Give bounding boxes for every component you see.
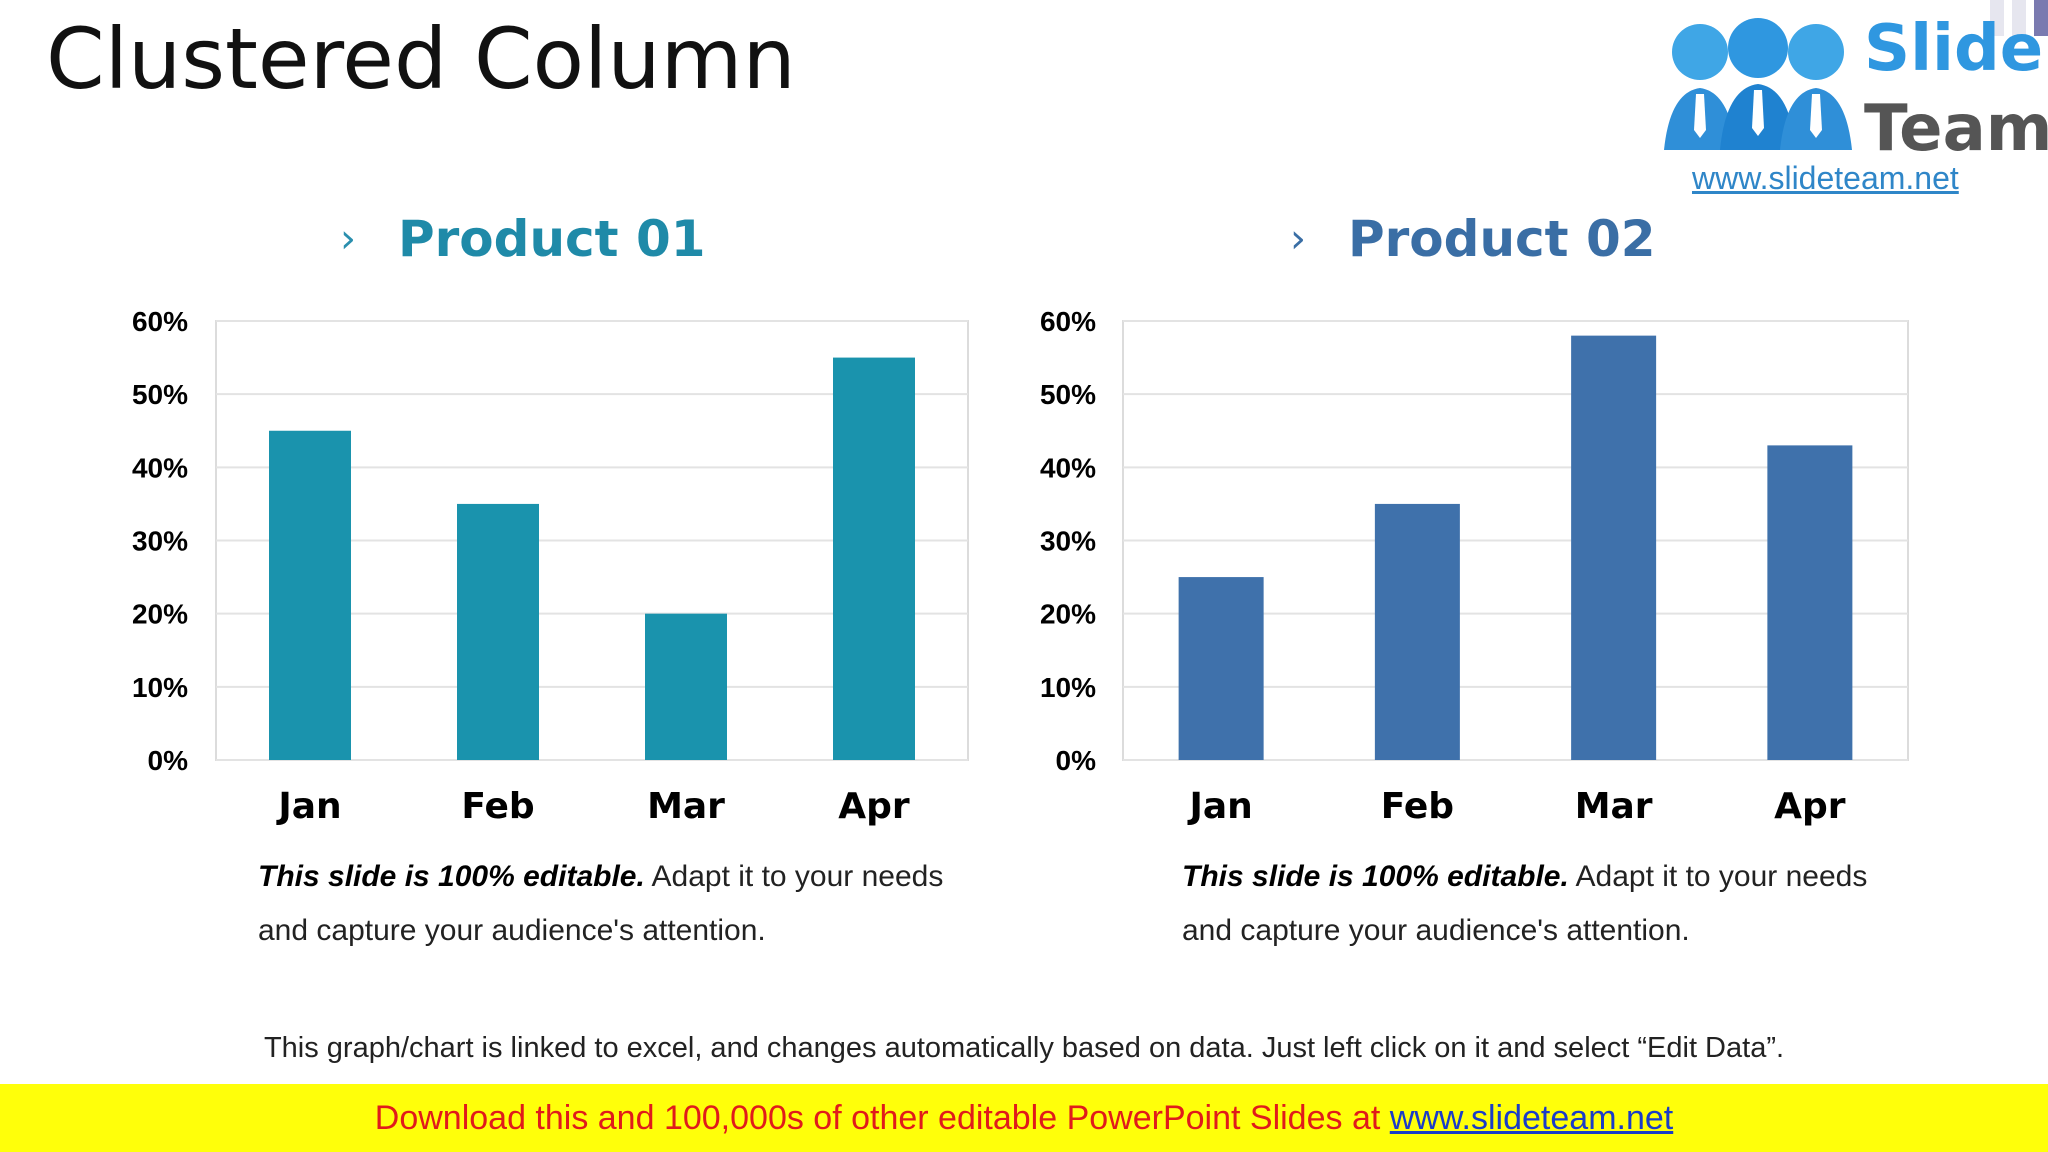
chevron-right-icon: › (1290, 216, 1306, 262)
p2-y-tick-label: 30% (1040, 526, 1096, 557)
logo-strip (1990, 0, 2004, 36)
p2-y-tick-label: 0% (1056, 745, 1097, 776)
p2-x-tick-label: Apr (1774, 786, 1846, 827)
product-heading-1-text: Product 01 (398, 210, 706, 268)
p2-y-tick-label: 50% (1040, 379, 1096, 410)
p1-x-tick-label: Feb (461, 786, 534, 827)
product-heading-2: › Product 02 (1290, 210, 1656, 268)
slideteam-logo: Slide Team www.slideteam.net (1640, 0, 2048, 200)
product-heading-2-text: Product 02 (1348, 210, 1656, 268)
p2-y-tick-label: 40% (1040, 452, 1096, 483)
chevron-right-icon: › (340, 216, 356, 262)
caption-2: This slide is 100% editable. Adapt it to… (1182, 850, 1902, 958)
p1-y-tick-label: 30% (132, 526, 188, 557)
p2-y-tick-label: 60% (1040, 306, 1096, 337)
logo-strip (2034, 0, 2048, 36)
download-banner: Download this and 100,000s of other edit… (0, 1084, 2048, 1152)
charts-canvas: 0% 10% 20% 30% 40% 50% 60% Jan Feb Mar Apr 0% 10% 20%… (132, 306, 1909, 827)
p1-bar-apr[interactable] (833, 357, 915, 760)
p2-y-tick-label: 10% (1040, 672, 1096, 703)
product-heading-1: › Product 01 (340, 210, 706, 268)
p1-y-tick-label: 40% (132, 452, 188, 483)
p2-bar-jan[interactable] (1178, 577, 1264, 760)
p1-y-tick-label: 0% (148, 745, 189, 776)
p2-x-tick-label: Jan (1186, 786, 1252, 827)
p1-y-tick-label: 60% (132, 306, 188, 337)
banner-link[interactable]: www.slideteam.net (1389, 1099, 1674, 1137)
p1-x-tick-label: Jan (275, 786, 341, 827)
p1-bar-mar[interactable] (645, 613, 727, 760)
logo-strip (2012, 0, 2026, 36)
p1-y-tick-label: 20% (132, 599, 188, 630)
p2-x-tick-label: Feb (1381, 786, 1454, 827)
logo-word-team: Team (1864, 92, 2048, 166)
p2-bar-apr[interactable] (1767, 445, 1853, 760)
p1-x-tick-label: Apr (838, 786, 910, 827)
p1-y-tick-label: 10% (132, 672, 188, 703)
p2-y-tick-label: 20% (1040, 599, 1096, 630)
p1-x-tick-label: Mar (647, 786, 725, 827)
slide-title: Clustered Column (46, 10, 796, 108)
p2-bar-mar[interactable] (1571, 335, 1657, 760)
p2-bar-feb[interactable] (1374, 503, 1460, 760)
caption-1-bold: This slide is 100% editable. (258, 860, 645, 893)
caption-1: This slide is 100% editable. Adapt it to… (258, 850, 978, 958)
excel-note: This graph/chart is linked to excel, and… (263, 1032, 1785, 1064)
caption-1-text: Adapt it to your needs and capture your … (258, 860, 944, 947)
people-logo-icon (1664, 18, 1852, 150)
caption-2-text: Adapt it to your needs and capture your … (1182, 860, 1868, 947)
p1-y-tick-label: 50% (132, 379, 188, 410)
p1-bar-feb[interactable] (457, 503, 539, 760)
p2-x-tick-label: Mar (1575, 786, 1653, 827)
logo-url[interactable]: www.slideteam.net (1692, 160, 1959, 196)
caption-2-bold: This slide is 100% editable. (1182, 860, 1569, 893)
logo-word-slide: Slide (1864, 12, 2044, 86)
banner-text: Download this and 100,000s of other edit… (374, 1099, 1390, 1137)
p1-bar-jan[interactable] (269, 430, 351, 760)
